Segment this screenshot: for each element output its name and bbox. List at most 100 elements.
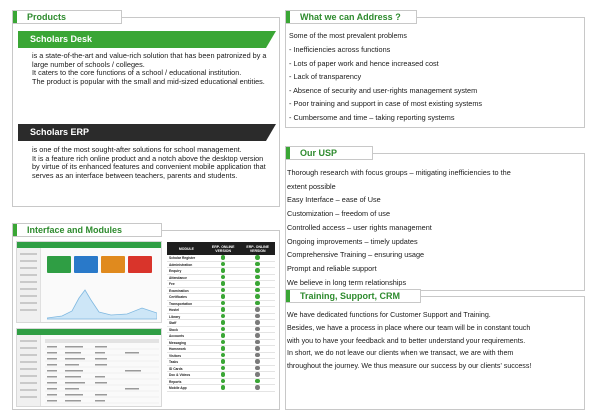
availability-cell [205,384,241,392]
list-item: Lots of paper work and hence increased c… [289,57,482,71]
list-item: Cumbersome and time – taking reporting s… [289,111,482,125]
training-text: We have dedicated functions for Customer… [287,309,531,373]
module-table-body: Scholar Register Administration Enquiry Att… [167,255,275,392]
availability-cell [240,319,275,327]
check-dot-icon [220,287,226,293]
app-header-bar [17,329,161,335]
module-name: Certificates [167,293,206,301]
unavailable-dot-icon [255,333,260,338]
check-dot-icon [255,261,260,267]
check-dot-icon [220,281,226,286]
availability-cell [205,287,241,295]
availability-cell [240,345,275,353]
records-screenshot [16,328,162,407]
availability-cell [240,306,275,314]
dashboard-tile [128,256,152,273]
availability-cell [205,365,241,373]
availability-cell [205,280,241,288]
check-dot-icon [255,294,260,299]
table-row: Transportation [167,300,275,308]
module-name: Stock [167,326,206,334]
unavailable-dot-icon [255,385,260,390]
check-dot-icon [220,268,226,273]
check-dot-icon [220,359,226,364]
availability-cell [205,306,241,314]
column-header: ERP- ONLINE VERSION [205,242,241,255]
check-dot-icon [255,255,260,260]
training-line: throughout the journey. We thus measure … [287,362,532,371]
address-list: Inefficiencies across functions Lots of … [289,43,482,125]
check-dot-icon [220,294,226,299]
check-dot-icon [220,255,226,260]
unavailable-dot-icon [255,326,260,332]
table-row: Mobile App [167,384,275,392]
scholars-erp-heading: Scholars ERP [18,124,276,141]
desk-line-3: The product is popular with the small an… [32,76,265,86]
table-row: Administration [167,261,275,269]
table-row: Visitors [167,352,275,360]
module-name: Staff [167,319,206,327]
availability-cell [240,261,275,269]
availability-cell [205,313,241,321]
scholars-desk-description: is a state-of-the-art and value-rich sol… [32,51,270,86]
check-dot-icon [220,339,226,345]
training-panel [285,296,585,410]
module-name: Doc & Videos [167,371,206,379]
module-name: Examination [167,287,206,295]
table-row: Messaging [167,339,275,347]
module-name: Hostel [167,306,206,314]
availability-cell [205,371,241,379]
availability-cell [205,378,241,386]
check-dot-icon [220,313,226,319]
unavailable-dot-icon [255,365,260,371]
module-name: Scholar Register [167,255,206,262]
unavailable-dot-icon [255,372,260,377]
training-line: We have dedicated functions for Customer… [287,311,491,319]
unavailable-dot-icon [255,339,260,345]
dashboard-chart [47,289,157,320]
table-row: Enquiry [167,267,275,275]
unavailable-dot-icon [255,352,260,358]
app-header-bar [17,242,161,248]
column-header: MODULE [167,242,206,255]
availability-cell [205,267,241,275]
availability-cell [205,332,241,340]
availability-cell [240,293,275,301]
module-name: Enquiry [167,267,206,275]
table-row: Tasks [167,358,275,366]
check-dot-icon [220,333,226,338]
list-item: Customization – freedom of use [287,209,391,219]
check-dot-icon [220,261,226,267]
availability-cell [205,358,241,366]
table-row: Reports [167,378,275,386]
unavailable-dot-icon [255,346,260,351]
module-name: Homework [167,345,206,353]
list-item: Prompt and reliable support [287,263,377,273]
training-line: with you to have your feedback and to be… [287,336,526,345]
check-dot-icon [220,378,226,384]
list-item: Controlled access – user rights manageme… [287,222,432,232]
list-item: Ongoing improvements – timely updates [287,236,418,246]
erp-line-2: It is a feature rich online product and … [32,153,266,180]
dashboard-tile [74,256,98,273]
check-dot-icon [220,274,226,280]
module-name: Library [167,313,206,321]
check-dot-icon [255,281,260,286]
availability-cell [205,352,241,360]
usp-heading: Our USP [285,146,373,160]
module-name: Accounts [167,332,206,340]
check-dot-icon [220,326,226,332]
products-panel [12,17,280,207]
check-dot-icon [220,352,226,358]
availability-cell [240,287,275,295]
table-row: Homework [167,345,275,353]
table-row: ID Cards [167,365,275,373]
erp-line-1: is one of the most sought-after solution… [32,145,242,154]
check-dot-icon [220,307,226,312]
usp-panel [285,153,585,291]
table-row: Accounts [167,332,275,340]
check-dot-icon [220,365,226,371]
table-row: Stock [167,326,275,334]
availability-cell [205,261,241,269]
table-row: Examination [167,287,275,295]
